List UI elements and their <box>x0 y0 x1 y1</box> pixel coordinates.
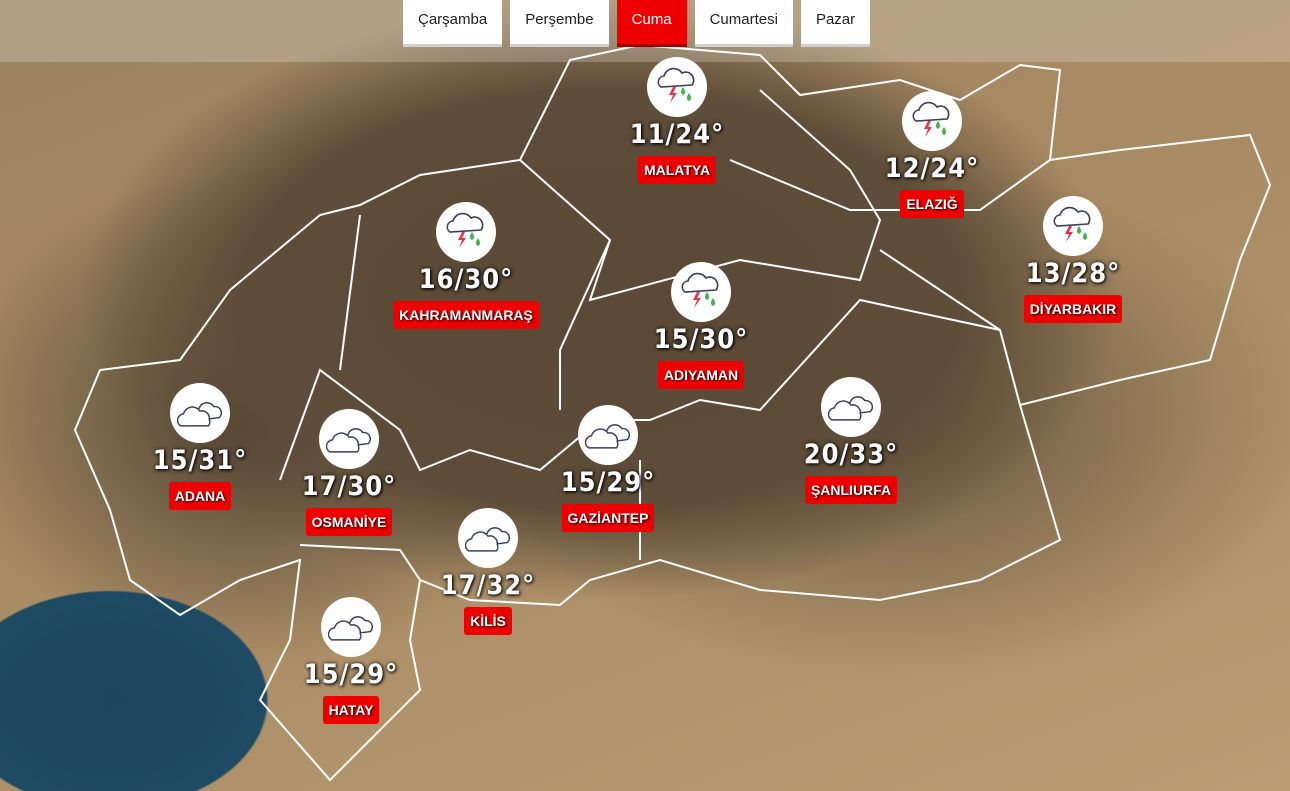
tab-day[interactable]: Cumartesi <box>694 0 793 44</box>
thunderstorm-icon <box>671 262 731 322</box>
city-temperature: 11/24° <box>629 119 725 150</box>
city-temperature: 15/29° <box>560 467 656 498</box>
city-forecast[interactable]: 17/32° KİLİS <box>388 508 588 635</box>
thunderstorm-icon <box>647 57 707 117</box>
city-forecast[interactable]: 15/31° ADANA <box>100 383 300 510</box>
city-temperature: 12/24° <box>884 153 980 184</box>
city-name-label[interactable]: MALATYA <box>637 156 717 184</box>
city-name-label[interactable]: HATAY <box>322 696 380 724</box>
city-name-label[interactable]: ELAZIĞ <box>900 190 964 218</box>
city-name-label[interactable]: OSMANİYE <box>305 508 393 536</box>
city-temperature: 15/29° <box>303 659 399 690</box>
city-forecast[interactable]: 15/29° GAZİANTEP <box>508 405 708 532</box>
city-name-label[interactable]: KAHRAMANMARAŞ <box>393 301 539 329</box>
tab-day[interactable]: Pazar <box>800 0 871 44</box>
city-name-label[interactable]: ADANA <box>168 482 232 510</box>
city-forecast[interactable]: 17/30° OSMANİYE <box>249 409 449 536</box>
thunderstorm-icon <box>1043 196 1103 256</box>
tab-day[interactable]: Çarşamba <box>403 0 503 44</box>
cloudy-icon <box>821 377 881 437</box>
city-forecast[interactable]: 11/24° MALATYA <box>577 57 777 184</box>
region-outline <box>73 43 1272 782</box>
city-forecast[interactable]: 12/24° ELAZIĞ <box>832 91 1032 218</box>
city-forecast[interactable]: 16/30° KAHRAMANMARAŞ <box>366 202 566 329</box>
city-temperature: 16/30° <box>418 264 514 295</box>
cloudy-icon <box>321 597 381 657</box>
thunderstorm-icon <box>436 202 496 262</box>
cloudy-icon <box>319 409 379 469</box>
city-name-label[interactable]: ADIYAMAN <box>657 361 745 389</box>
city-name-label[interactable]: ŞANLIURFA <box>804 476 898 504</box>
cloudy-icon <box>578 405 638 465</box>
cloudy-icon <box>458 508 518 568</box>
city-name-label[interactable]: KİLİS <box>464 607 512 635</box>
city-temperature: 17/32° <box>440 570 536 601</box>
city-temperature: 15/31° <box>152 445 248 476</box>
thunderstorm-icon <box>902 91 962 151</box>
city-temperature: 17/30° <box>301 471 397 502</box>
city-forecast[interactable]: 13/28° DİYARBAKIR <box>973 196 1173 323</box>
city-temperature: 20/33° <box>803 439 899 470</box>
city-temperature: 15/30° <box>653 324 749 355</box>
tab-day[interactable]: Cuma <box>616 0 687 44</box>
city-name-label[interactable]: GAZİANTEP <box>561 504 655 532</box>
city-forecast[interactable]: 15/30° ADIYAMAN <box>601 262 801 389</box>
tab-day[interactable]: Perşembe <box>510 0 609 44</box>
city-temperature: 13/28° <box>1025 258 1121 289</box>
city-name-label[interactable]: DİYARBAKIR <box>1023 295 1123 323</box>
city-forecast[interactable]: 20/33° ŞANLIURFA <box>751 377 951 504</box>
cloudy-icon <box>170 383 230 443</box>
city-forecast[interactable]: 15/29° HATAY <box>251 597 451 724</box>
day-tabs: Çarşamba Perşembe Cuma Cumartesi Pazar <box>403 0 871 44</box>
